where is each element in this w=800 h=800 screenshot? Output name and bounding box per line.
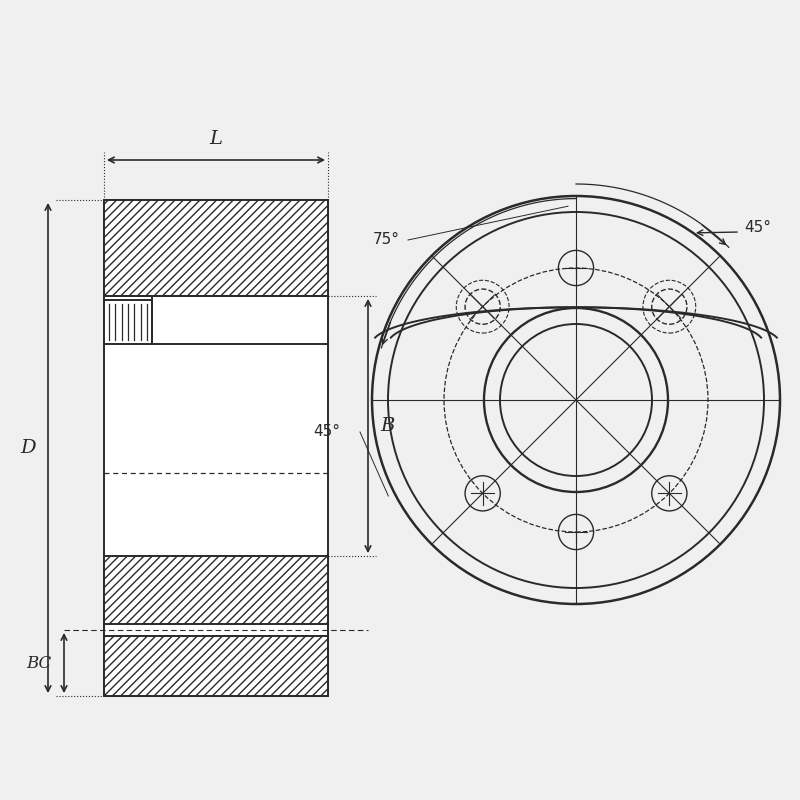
Text: B: B	[380, 417, 394, 435]
Text: L: L	[210, 130, 222, 148]
Bar	[104, 300, 152, 344]
Bar	[104, 556, 328, 624]
Bar	[104, 200, 328, 696]
Text: D: D	[20, 439, 36, 457]
Bar	[104, 636, 328, 696]
Text: BC: BC	[26, 654, 52, 671]
Text: 45°: 45°	[313, 425, 340, 439]
Text: 45°: 45°	[744, 221, 771, 235]
Text: 75°: 75°	[373, 233, 400, 247]
Bar	[104, 200, 328, 296]
